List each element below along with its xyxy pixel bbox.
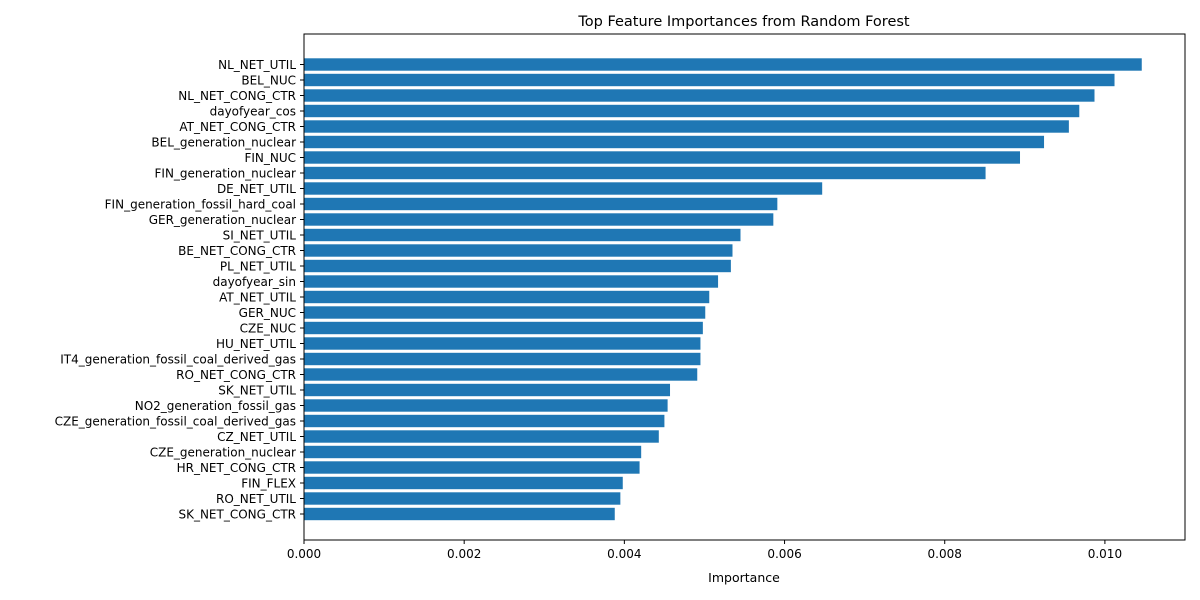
- category-label: FIN_NUC: [244, 151, 296, 165]
- category-label: BEL_NUC: [241, 73, 296, 87]
- bar: [304, 120, 1069, 133]
- bar: [304, 476, 623, 490]
- chart-title: Top Feature Importances from Random Fore…: [577, 14, 910, 30]
- bar: [304, 259, 731, 273]
- category-label: CZ_NET_UTIL: [217, 430, 296, 444]
- bar: [304, 383, 671, 397]
- bar: [304, 182, 823, 195]
- bar: [304, 337, 701, 350]
- category-label: RO_NET_CONG_CTR: [176, 368, 296, 382]
- x-tick-label: 0.004: [607, 547, 641, 561]
- bar: [304, 228, 741, 242]
- category-label: FIN_generation_fossil_hard_coal: [105, 197, 296, 211]
- category-label: RO_NET_UTIL: [216, 492, 296, 506]
- category-label: AT_NET_UTIL: [219, 290, 296, 304]
- category-label: FIN_generation_nuclear: [155, 166, 297, 180]
- x-tick-label: 0.010: [1088, 547, 1122, 561]
- bar: [304, 151, 1021, 164]
- bar: [304, 507, 615, 521]
- bar: [304, 275, 719, 288]
- bar: [304, 166, 986, 180]
- category-label: NL_NET_CONG_CTR: [178, 89, 296, 103]
- bar: [304, 135, 1045, 149]
- category-label: dayofyear_sin: [213, 275, 296, 289]
- bar: [304, 104, 1080, 118]
- bar: [304, 213, 774, 226]
- bar: [304, 290, 710, 304]
- plot-frame: [303, 33, 1186, 541]
- category-label: BEL_generation_nuclear: [151, 135, 296, 149]
- category-label: SK_NET_CONG_CTR: [178, 507, 296, 521]
- bar: [304, 321, 703, 335]
- bar: [304, 492, 621, 505]
- category-label: IT4_generation_fossil_coal_derived_gas: [60, 352, 296, 366]
- bar: [304, 430, 659, 443]
- bar: [304, 73, 1115, 87]
- x-tick-label: 0.002: [447, 547, 481, 561]
- bar: [304, 352, 701, 366]
- category-label: AT_NET_CONG_CTR: [179, 120, 296, 134]
- bar: [304, 306, 706, 319]
- category-label: SK_NET_UTIL: [218, 383, 296, 397]
- category-label: dayofyear_cos: [210, 104, 296, 118]
- category-label: FIN_FLEX: [241, 476, 296, 490]
- bar: [304, 368, 698, 381]
- category-label: NO2_generation_fossil_gas: [135, 399, 296, 413]
- bar: [304, 244, 733, 257]
- category-label: CZE_generation_fossil_coal_derived_gas: [55, 414, 296, 428]
- bar: [304, 445, 642, 459]
- x-tick-label: 0.006: [767, 547, 801, 561]
- category-label: HU_NET_UTIL: [216, 337, 296, 351]
- category-label: PL_NET_UTIL: [220, 259, 296, 273]
- bar: [304, 89, 1095, 102]
- category-label: BE_NET_CONG_CTR: [178, 244, 296, 258]
- plot-area: NL_NET_UTILBEL_NUCNL_NET_CONG_CTRdayofye…: [55, 58, 1142, 561]
- category-label: HR_NET_CONG_CTR: [177, 461, 296, 475]
- category-label: CZE_generation_nuclear: [150, 445, 296, 459]
- category-label: NL_NET_UTIL: [218, 58, 296, 72]
- x-tick-label: 0.000: [287, 547, 321, 561]
- category-label: SI_NET_UTIL: [223, 228, 297, 242]
- bar: [304, 197, 778, 211]
- category-label: DE_NET_UTIL: [217, 182, 296, 196]
- bar: [304, 399, 668, 412]
- category-label: CZE_NUC: [240, 321, 296, 335]
- category-label: GER_generation_nuclear: [149, 213, 296, 227]
- bar: [304, 58, 1142, 71]
- category-label: GER_NUC: [239, 306, 296, 320]
- bar: [304, 461, 640, 474]
- x-tick-label: 0.008: [928, 547, 962, 561]
- bar: [304, 414, 665, 428]
- x-axis-label: Importance: [708, 570, 780, 585]
